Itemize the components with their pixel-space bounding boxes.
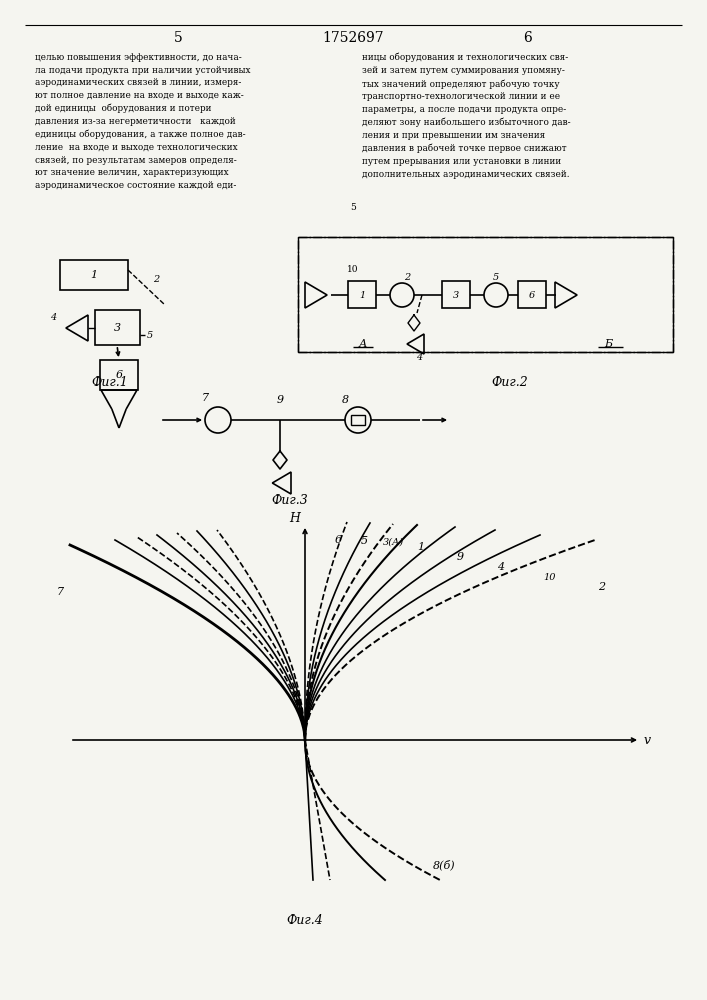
Text: 5: 5: [350, 202, 356, 212]
Text: 3: 3: [453, 290, 459, 300]
Text: 1752697: 1752697: [322, 31, 384, 45]
Text: Фиг.1: Фиг.1: [92, 375, 129, 388]
Text: 9: 9: [457, 552, 464, 562]
Text: 9: 9: [276, 395, 284, 405]
Bar: [95, 310, 140, 345]
Bar: [348, 281, 376, 308]
Text: 5: 5: [174, 31, 182, 45]
Text: 10: 10: [347, 265, 358, 274]
Text: 6: 6: [529, 290, 535, 300]
Text: 8(б): 8(б): [433, 859, 455, 870]
Text: 4: 4: [497, 562, 504, 572]
Bar: [351, 415, 365, 425]
Text: 5: 5: [147, 330, 153, 340]
Bar: [60, 260, 128, 290]
Text: H: H: [290, 512, 300, 524]
Text: 1: 1: [359, 290, 365, 300]
Text: целью повышения эффективности, до нача-
ла подачи продукта при наличии устойчивы: целью повышения эффективности, до нача- …: [35, 53, 250, 190]
Text: v: v: [643, 734, 650, 746]
Bar: [442, 281, 470, 308]
Text: Фиг.3: Фиг.3: [271, 493, 308, 506]
Text: 5: 5: [361, 536, 368, 546]
Text: Фиг.4: Фиг.4: [286, 914, 323, 926]
Text: 3(А): 3(А): [383, 538, 404, 547]
Text: 5: 5: [493, 273, 499, 282]
Bar: [100, 360, 138, 390]
Text: 2: 2: [153, 275, 159, 284]
Text: 10: 10: [543, 573, 556, 582]
Bar: [298, 237, 673, 352]
Text: 6: 6: [524, 31, 532, 45]
Text: Фиг.2: Фиг.2: [491, 375, 528, 388]
Text: 4: 4: [50, 312, 56, 322]
Text: 6: 6: [115, 370, 122, 380]
Text: 8: 8: [341, 395, 349, 405]
Text: 3: 3: [113, 323, 121, 333]
Text: ницы оборудования и технологических свя-
зей и затем путем суммирования упомяну-: ницы оборудования и технологических свя-…: [362, 53, 571, 179]
Text: 4: 4: [416, 354, 422, 362]
Text: 7: 7: [201, 393, 209, 403]
Text: 6: 6: [335, 535, 342, 545]
Bar: [518, 281, 546, 308]
Text: 2: 2: [404, 273, 410, 282]
Text: Б: Б: [604, 339, 612, 349]
Text: 1: 1: [417, 542, 424, 552]
Text: 2: 2: [598, 582, 605, 592]
Text: 7: 7: [57, 587, 64, 597]
Text: 1: 1: [90, 270, 98, 280]
Text: А: А: [359, 339, 367, 349]
